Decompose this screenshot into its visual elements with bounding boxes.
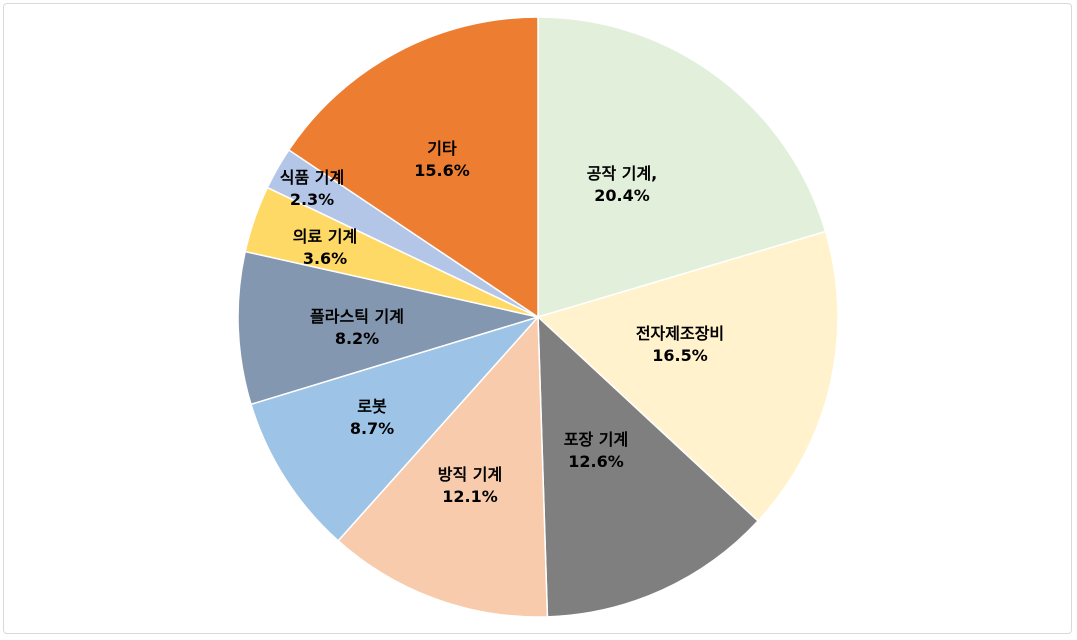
pie-slice	[337, 315, 549, 618]
slice-category-label: 로봇	[357, 397, 387, 416]
pie-slice	[537, 315, 760, 618]
data-label: 로봇 8.7%	[350, 397, 394, 438]
slice-value-label: 3.6%	[303, 249, 347, 268]
data-label: 식품 기계 2.3%	[280, 168, 344, 209]
slice-category-label: 식품 기계	[280, 168, 344, 187]
slice-category-label: 의료 기계	[293, 227, 357, 246]
slice-category-label: 전자제조장비	[636, 324, 724, 343]
slice-value-label: 12.1%	[442, 487, 498, 506]
slice-category-label: 공작 기계,	[587, 164, 658, 183]
slice-value-label: 12.6%	[568, 452, 624, 471]
data-label: 방직 기계 12.1%	[438, 465, 502, 506]
slice-value-label: 15.6%	[414, 161, 470, 180]
data-label: 기타 15.6%	[414, 139, 470, 180]
data-label: 공작 기계, 20.4%	[587, 164, 658, 205]
slice-value-label: 16.5%	[652, 346, 708, 365]
data-label: 의료 기계 3.6%	[293, 227, 357, 268]
slice-category-label: 플라스틱 기계	[310, 307, 404, 326]
pie-slice	[537, 16, 827, 319]
slice-category-label: 기타	[427, 139, 457, 158]
data-label: 전자제조장비 16.5%	[636, 324, 724, 365]
slice-category-label: 포장 기계	[564, 430, 628, 449]
pie-slice	[250, 315, 541, 542]
slice-value-label: 2.3%	[290, 190, 334, 209]
data-label: 포장 기계 12.6%	[564, 430, 628, 471]
slice-value-label: 20.4%	[594, 186, 650, 205]
pie-slice	[536, 230, 839, 523]
slice-category-label: 방직 기계	[438, 465, 502, 484]
pie-slice	[287, 16, 539, 319]
data-label: 플라스틱 기계 8.2%	[310, 307, 404, 348]
slice-value-label: 8.2%	[335, 329, 379, 348]
chart-frame	[3, 3, 1072, 634]
pie-slice	[237, 250, 541, 406]
slice-value-label: 8.7%	[350, 419, 394, 438]
